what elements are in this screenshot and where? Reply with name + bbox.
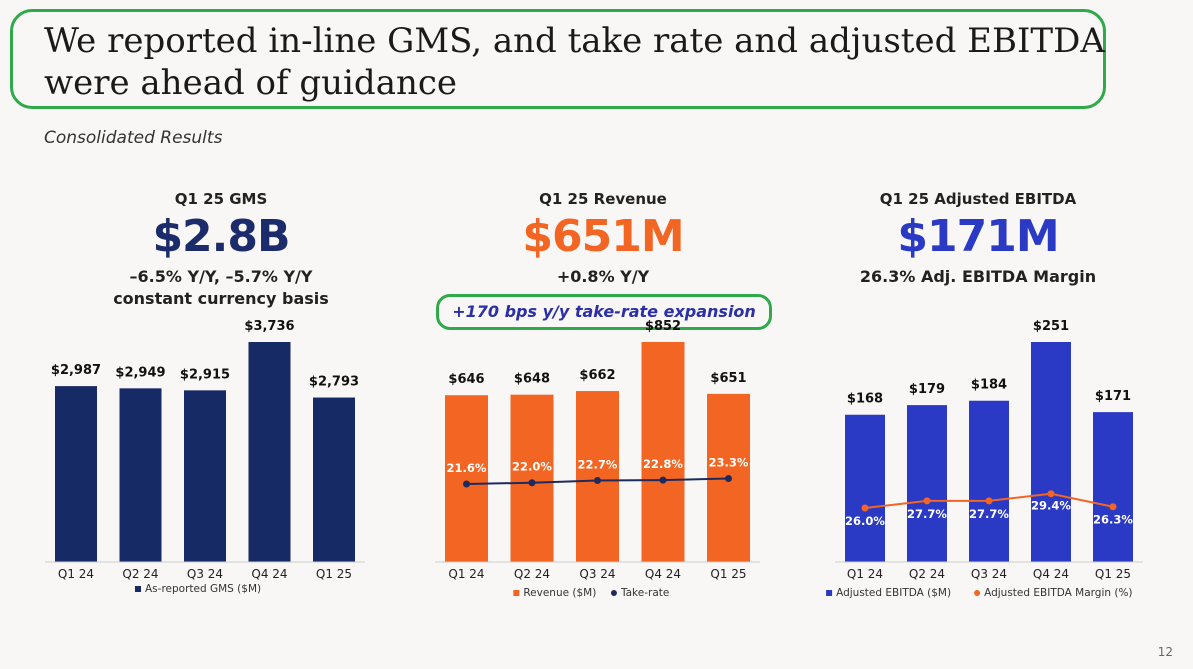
page-subtitle: Consolidated Results bbox=[44, 128, 223, 148]
chart1-bar-label-0: $646 bbox=[448, 372, 484, 387]
chart0-bar-label-4: $2,793 bbox=[309, 375, 359, 390]
chart2-x-tick-3: Q4 24 bbox=[1033, 567, 1069, 581]
chart2-line-point-3 bbox=[1047, 490, 1055, 498]
chart2-line-label-4: 26.3% bbox=[1093, 513, 1133, 527]
chart2-x-tick-0: Q1 24 bbox=[847, 567, 883, 581]
chart0-bar-label-1: $2,949 bbox=[115, 365, 165, 380]
chart0-bar-label-2: $2,915 bbox=[180, 367, 230, 382]
chart0-legend-swatch-0 bbox=[135, 586, 141, 592]
chart1-legend-label-0: Revenue ($M) bbox=[523, 587, 596, 599]
chart2-bar-label-1: $179 bbox=[909, 382, 945, 397]
chart2-legend-label-1: Adjusted EBITDA Margin (%) bbox=[984, 587, 1132, 599]
chart1-line-label-0: 21.6% bbox=[447, 461, 487, 475]
chart0-legend-label-0: As-reported GMS ($M) bbox=[145, 583, 261, 595]
page-title: We reported in-line GMS, and take rate a… bbox=[44, 21, 1105, 103]
chart0-x-tick-2: Q3 24 bbox=[187, 567, 223, 581]
chart1-bar-0 bbox=[445, 395, 488, 562]
chart1-bar-label-1: $648 bbox=[514, 372, 550, 387]
chart1-line-point-1 bbox=[528, 479, 536, 487]
chart0-x-tick-0: Q1 24 bbox=[58, 567, 94, 581]
chart1-legend-swatch-1 bbox=[610, 590, 617, 596]
gms-constant-currency: constant currency basis bbox=[113, 289, 329, 308]
chart2-line-point-2 bbox=[985, 497, 993, 505]
chart0-bar-2 bbox=[184, 390, 226, 562]
chart2-x-tick-1: Q2 24 bbox=[909, 567, 945, 581]
chart2-legend-swatch-1 bbox=[974, 590, 981, 596]
chart1-bar-label-2: $662 bbox=[579, 368, 615, 383]
chart1-line-label-2: 22.7% bbox=[578, 457, 618, 471]
chart0-x-tick-3: Q4 24 bbox=[251, 567, 287, 581]
chart1-line-point-4 bbox=[725, 475, 732, 483]
chart2-legend-swatch-0 bbox=[826, 590, 833, 596]
revenue-change: +0.8% Y/Y bbox=[556, 267, 650, 286]
chart2-x-tick-2: Q3 24 bbox=[971, 567, 1007, 581]
chart2-line-label-3: 29.4% bbox=[1031, 499, 1071, 513]
chart2-line-point-4 bbox=[1109, 503, 1117, 511]
chart1-bar-label-4: $651 bbox=[710, 371, 746, 386]
chart2-bar-4 bbox=[1093, 412, 1133, 562]
chart1-line-point-3 bbox=[659, 476, 667, 484]
chart2-bar-label-2: $184 bbox=[971, 378, 1007, 393]
gms-header: Q1 25 GMS $2.8B –6.5% Y/Y, –5.7% Y/Y con… bbox=[71, 190, 371, 310]
chart0-bar-1 bbox=[119, 388, 162, 562]
chart2-line-label-2: 27.7% bbox=[969, 507, 1009, 521]
chart2-line-point-1 bbox=[923, 497, 931, 505]
chart2-bar-0 bbox=[845, 414, 885, 562]
chart1-bar-2 bbox=[576, 391, 619, 562]
chart0-bar-3 bbox=[248, 342, 291, 562]
chart2-bar-label-3: $251 bbox=[1033, 319, 1069, 334]
chart2-bar-2 bbox=[969, 400, 1009, 562]
chart0-bar-0 bbox=[55, 386, 97, 562]
chart0-x-tick-4: Q1 25 bbox=[316, 567, 352, 581]
chart1-x-tick-2: Q3 24 bbox=[579, 567, 615, 581]
chart0-bar-label-0: $2,987 bbox=[51, 363, 101, 378]
chart0-x-tick-1: Q2 24 bbox=[122, 567, 158, 581]
chart1-legend-label-1: Take-rate bbox=[620, 587, 669, 599]
chart2-x-tick-4: Q1 25 bbox=[1095, 567, 1131, 581]
chart1-line-label-1: 22.0% bbox=[512, 460, 552, 474]
chart2-legend-label-0: Adjusted EBITDA ($M) bbox=[836, 587, 951, 599]
chart0-bar-4 bbox=[313, 397, 355, 562]
take-rate-callout: +170 bps y/y take-rate expansion bbox=[436, 294, 772, 330]
chart2-line-point-0 bbox=[861, 504, 869, 512]
revenue-value: $651M bbox=[522, 211, 684, 262]
chart0-bar-label-3: $3,736 bbox=[244, 319, 294, 334]
chart1-x-tick-1: Q2 24 bbox=[514, 567, 550, 581]
ebitda-value: $171M bbox=[897, 211, 1059, 262]
chart1-bar-label-3: $852 bbox=[645, 319, 681, 334]
chart1-x-tick-4: Q1 25 bbox=[710, 567, 746, 581]
chart1-line-label-3: 22.8% bbox=[643, 457, 683, 471]
chart2-bar-label-0: $168 bbox=[847, 392, 883, 407]
gms-label: Q1 25 GMS bbox=[174, 190, 268, 208]
chart1-x-tick-3: Q4 24 bbox=[645, 567, 681, 581]
ebitda-label: Q1 25 Adjusted EBITDA bbox=[879, 190, 1077, 208]
title-highlight bbox=[10, 9, 1106, 109]
chart2-line-label-1: 27.7% bbox=[907, 507, 947, 521]
chart1-bar-3 bbox=[641, 342, 685, 562]
chart2-bar-1 bbox=[907, 405, 947, 562]
chart1-legend-swatch-0 bbox=[513, 590, 520, 596]
chart1-bar-1 bbox=[510, 394, 554, 562]
chart2-bar-label-4: $171 bbox=[1095, 389, 1131, 404]
chart1-line-point-2 bbox=[594, 476, 601, 484]
chart1-x-tick-0: Q1 24 bbox=[448, 567, 484, 581]
chart2-bar-3 bbox=[1031, 342, 1071, 562]
gms-value: $2.8B bbox=[152, 211, 290, 262]
chart1-line-label-4: 23.3% bbox=[709, 456, 749, 470]
gms-change: –6.5% Y/Y, –5.7% Y/Y bbox=[129, 267, 313, 286]
ebitda-margin-text: 26.3% Adj. EBITDA Margin bbox=[859, 267, 1097, 286]
chart2-line-label-0: 26.0% bbox=[845, 514, 885, 528]
chart1-line-point-0 bbox=[463, 480, 470, 488]
ebitda-header: Q1 25 Adjusted EBITDA $171M 26.3% Adj. E… bbox=[828, 190, 1128, 288]
page-number: 12 bbox=[1157, 645, 1173, 659]
revenue-label: Q1 25 Revenue bbox=[539, 190, 667, 208]
revenue-header: Q1 25 Revenue $651M +0.8% Y/Y bbox=[453, 190, 753, 288]
